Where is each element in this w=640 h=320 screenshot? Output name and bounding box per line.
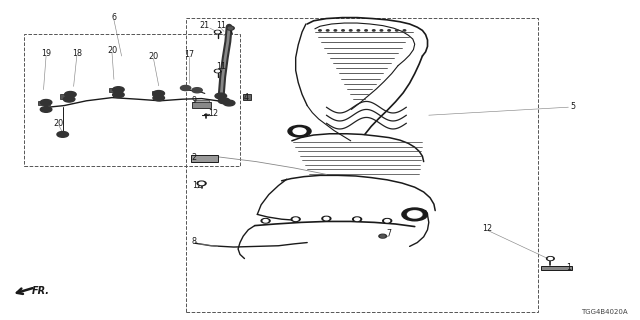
Circle shape — [216, 70, 220, 72]
Text: 20: 20 — [107, 46, 117, 55]
Text: 1: 1 — [566, 263, 571, 272]
Circle shape — [372, 30, 375, 31]
Text: 2: 2 — [191, 153, 196, 162]
Circle shape — [403, 30, 406, 31]
Circle shape — [388, 30, 390, 31]
Circle shape — [402, 208, 428, 221]
Circle shape — [223, 100, 235, 106]
Bar — [152, 91, 162, 95]
Circle shape — [227, 26, 234, 30]
Circle shape — [228, 27, 232, 29]
Circle shape — [326, 30, 329, 31]
Circle shape — [218, 98, 230, 104]
Text: 12: 12 — [208, 109, 218, 118]
Circle shape — [215, 93, 227, 99]
Circle shape — [40, 100, 52, 105]
Circle shape — [113, 92, 124, 98]
Circle shape — [410, 212, 419, 217]
Circle shape — [291, 217, 300, 221]
Bar — [24, 34, 240, 166]
Circle shape — [216, 31, 220, 33]
Bar — [243, 94, 251, 100]
Circle shape — [349, 30, 352, 31]
Circle shape — [214, 30, 221, 34]
Circle shape — [357, 30, 360, 31]
Circle shape — [355, 218, 360, 220]
Circle shape — [180, 85, 191, 91]
Circle shape — [319, 30, 321, 31]
Circle shape — [63, 96, 75, 102]
Text: FR.: FR. — [32, 286, 50, 296]
Circle shape — [385, 220, 390, 222]
Bar — [60, 94, 71, 99]
Circle shape — [547, 257, 554, 260]
Text: 12: 12 — [192, 181, 202, 190]
Circle shape — [379, 234, 387, 238]
Circle shape — [342, 30, 344, 31]
Text: 11: 11 — [216, 21, 226, 30]
Bar — [109, 88, 118, 92]
Circle shape — [334, 30, 337, 31]
Bar — [194, 100, 209, 102]
Circle shape — [113, 87, 124, 92]
Circle shape — [380, 30, 383, 31]
Text: 20: 20 — [148, 52, 159, 61]
Circle shape — [153, 95, 164, 101]
Bar — [541, 266, 572, 270]
Circle shape — [261, 219, 270, 223]
Text: 6: 6 — [111, 13, 116, 22]
Text: 11: 11 — [216, 62, 226, 71]
Circle shape — [365, 30, 367, 31]
Text: 21: 21 — [200, 21, 210, 30]
Circle shape — [214, 69, 221, 73]
Text: 19: 19 — [41, 49, 51, 58]
Text: 4: 4 — [244, 93, 249, 102]
Bar — [38, 101, 50, 105]
Circle shape — [407, 211, 422, 218]
Circle shape — [353, 217, 362, 221]
Bar — [186, 18, 538, 312]
Circle shape — [197, 181, 206, 186]
Circle shape — [383, 219, 392, 223]
Circle shape — [293, 218, 298, 220]
Text: 12: 12 — [483, 224, 493, 233]
Text: 18: 18 — [72, 49, 82, 58]
Circle shape — [153, 91, 164, 96]
Circle shape — [296, 129, 303, 133]
Circle shape — [199, 182, 204, 185]
Circle shape — [40, 107, 52, 112]
Text: 7: 7 — [387, 229, 392, 238]
Text: 9: 9 — [191, 96, 196, 105]
Circle shape — [263, 220, 268, 222]
Circle shape — [408, 211, 422, 218]
Text: 17: 17 — [184, 50, 194, 59]
Bar — [191, 155, 218, 162]
Text: 5: 5 — [570, 102, 575, 111]
Circle shape — [322, 216, 331, 221]
Circle shape — [396, 30, 398, 31]
Circle shape — [192, 88, 202, 93]
Circle shape — [293, 128, 306, 134]
Bar — [192, 102, 211, 108]
Circle shape — [381, 235, 385, 237]
Circle shape — [548, 258, 552, 260]
Text: 8: 8 — [191, 237, 196, 246]
Circle shape — [65, 92, 76, 97]
Circle shape — [288, 125, 311, 137]
Text: TGG4B4020A: TGG4B4020A — [580, 309, 627, 315]
Text: 20: 20 — [54, 119, 64, 128]
Circle shape — [57, 132, 68, 137]
Circle shape — [293, 128, 306, 134]
Circle shape — [324, 217, 329, 220]
